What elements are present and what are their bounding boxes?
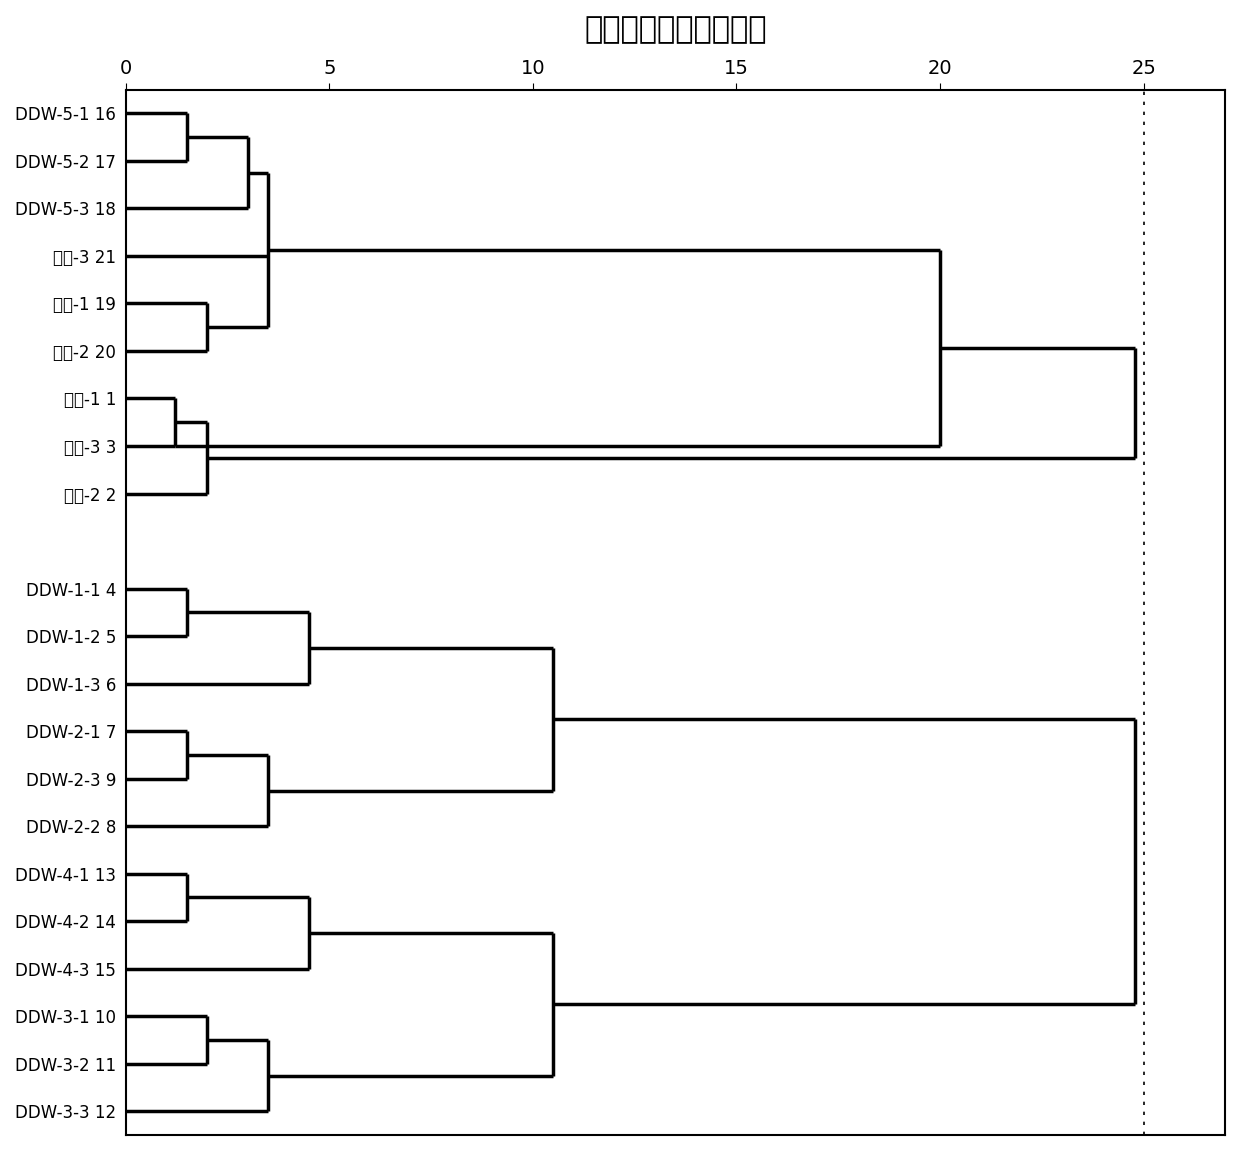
Title: 重新调整距离聚类合并: 重新调整距离聚类合并 <box>584 15 766 44</box>
